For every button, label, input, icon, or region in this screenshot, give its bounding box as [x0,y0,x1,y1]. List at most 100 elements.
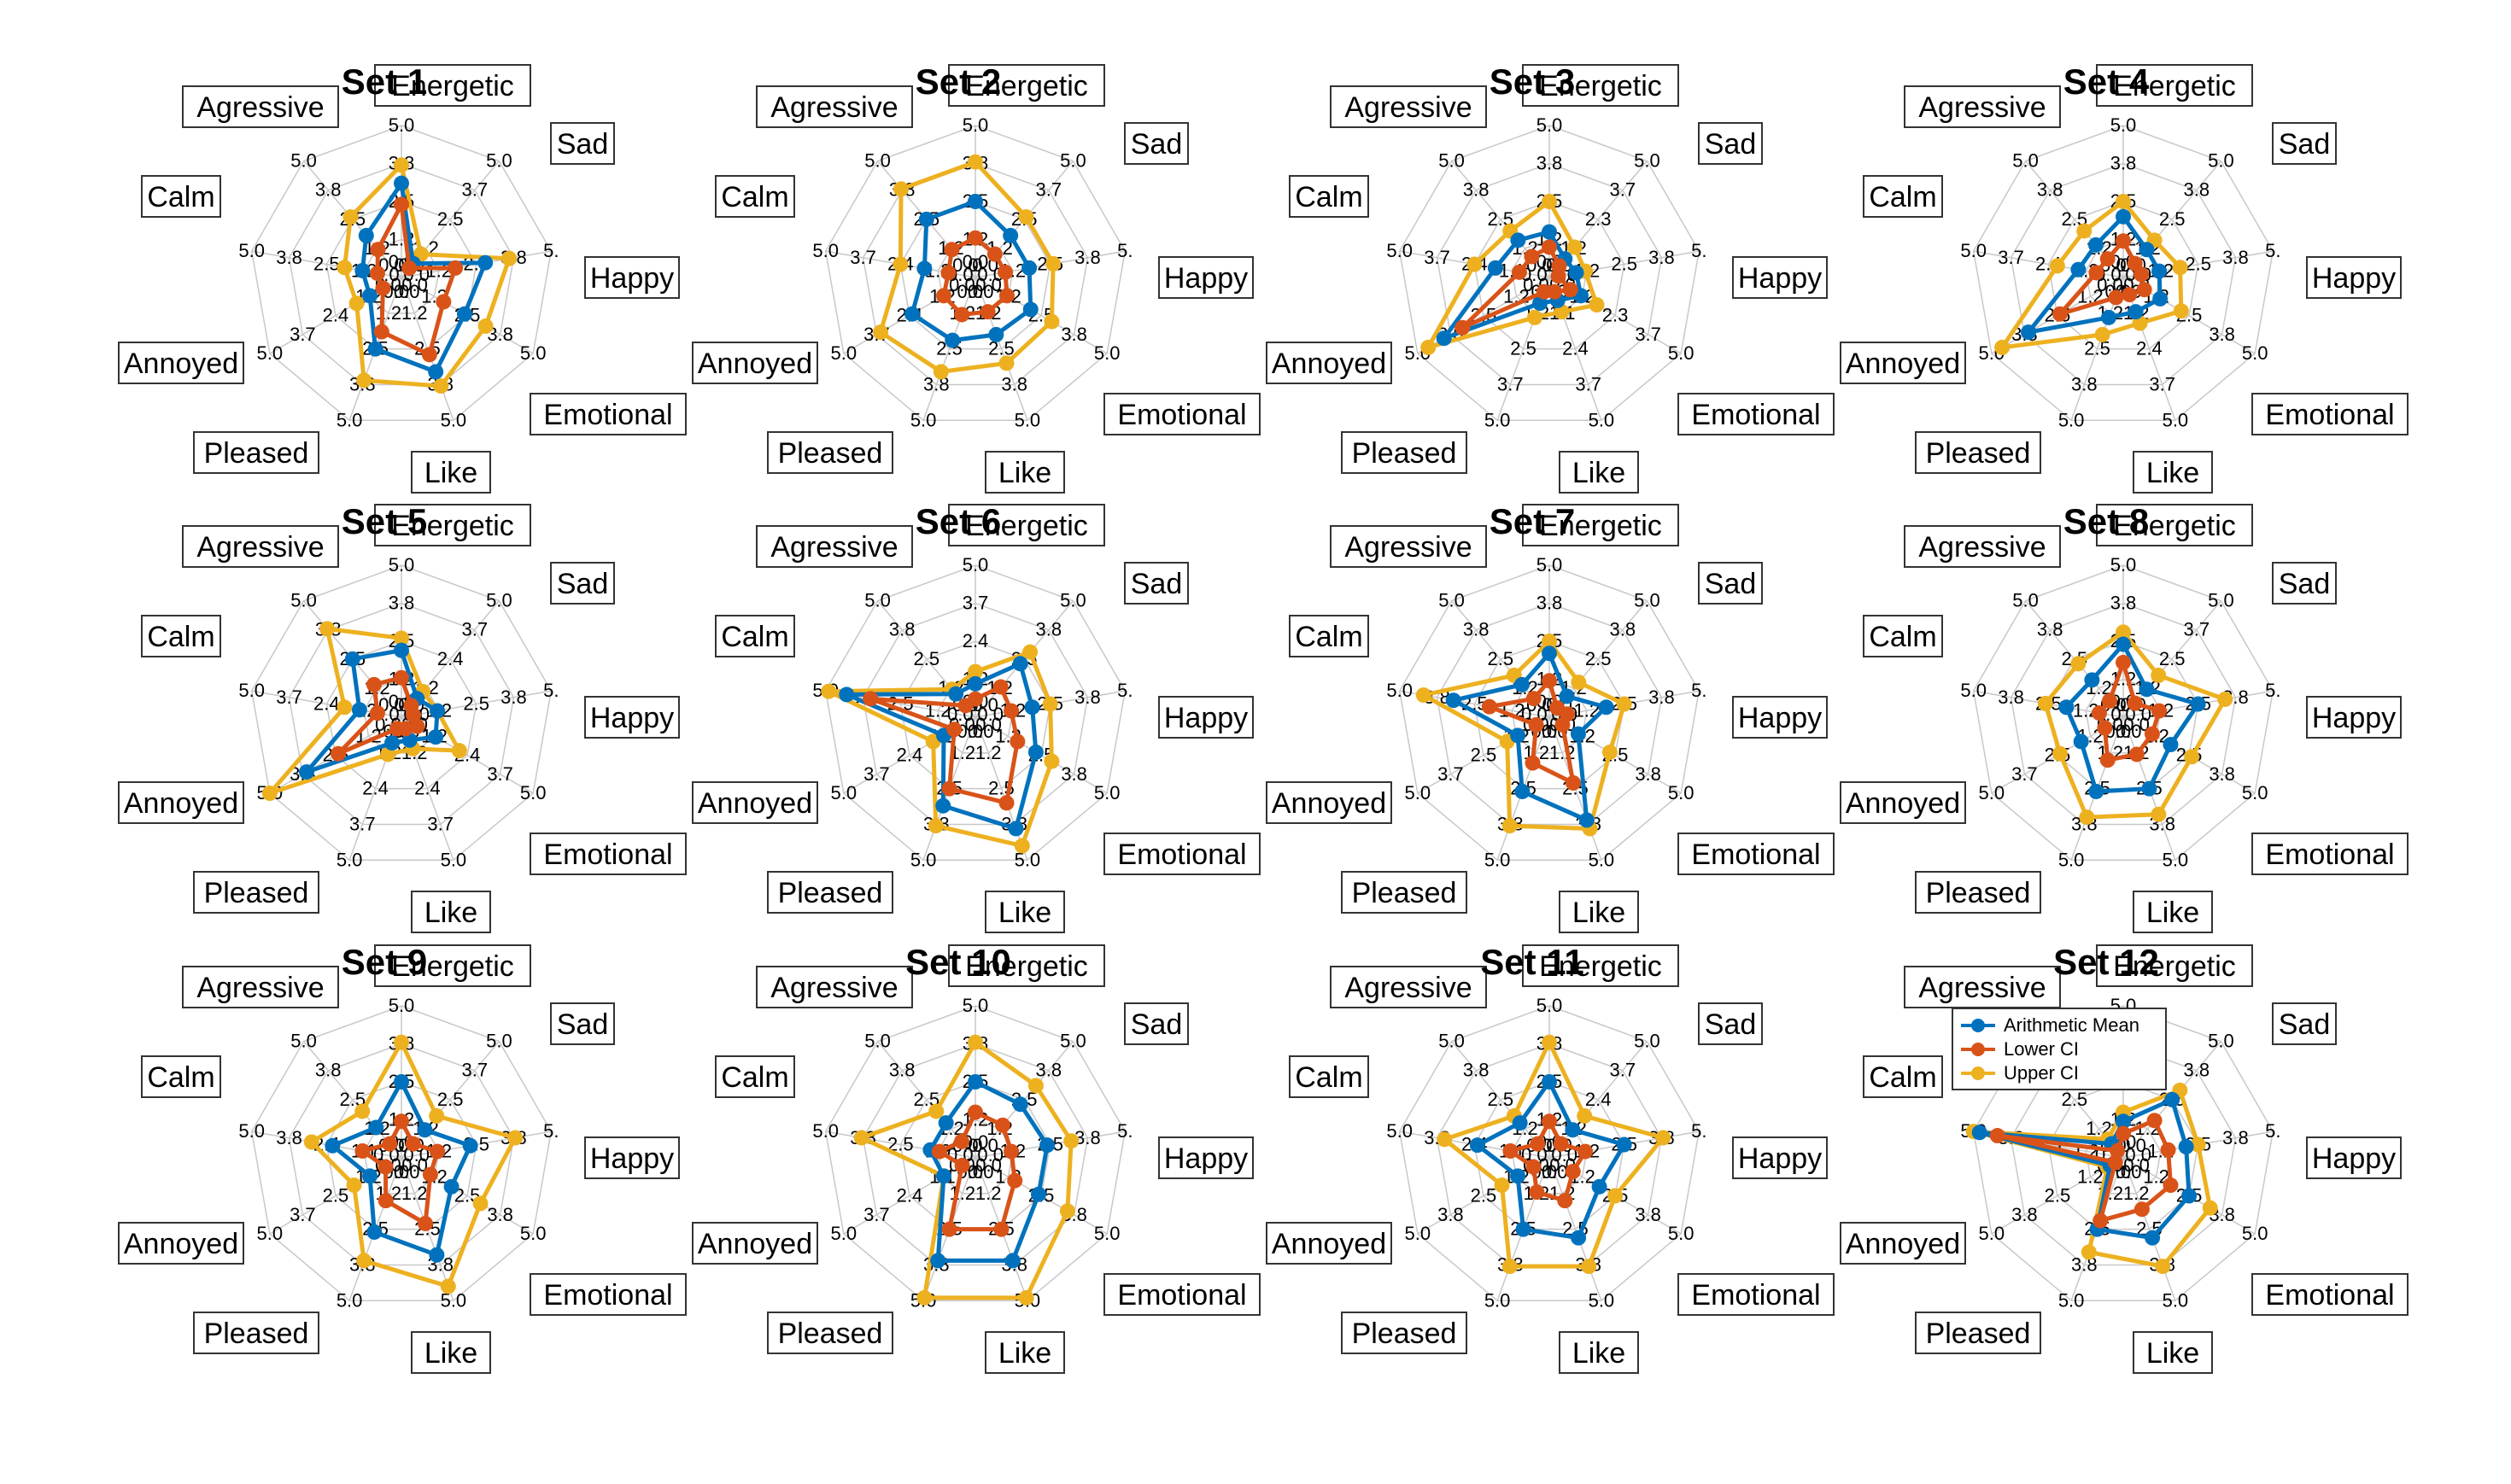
axis-label-energetic: Energetic [2113,510,2236,542]
tick-label: 3.8 [1536,153,1563,174]
data-point-lower-ci [436,294,452,310]
data-point-lower-ci [366,676,382,692]
data-point-upper-ci [2079,809,2095,826]
data-point-arithmetic-mean [1971,1125,1987,1141]
grid-ring [824,564,1127,862]
tick-label: 1.2 [2077,1166,2104,1187]
grid-spoke [975,277,1108,354]
data-point-arithmetic-mean [1487,260,1503,276]
axis-label-box [715,1055,795,1098]
tick-label: 5.0 [2208,590,2234,611]
tick-label: 1.2 [375,302,401,324]
axis-label-pleased: Pleased [778,877,883,909]
data-point-lower-ci [1004,703,1020,719]
data-point-upper-ci [1018,209,1034,225]
tick-label: 5.0 [1386,240,1413,261]
axis-label-emotional: Emotional [1691,1279,1820,1312]
tick-label: 2.5 [913,648,939,669]
data-point-lower-ci [1502,1142,1519,1159]
series-line-arithmetic-mean [360,181,488,374]
data-point-upper-ci [1501,818,1518,834]
radar-chart-set-5: 0.01.22.53.85.00.01.22.43.75.00.01.22.53… [118,501,687,933]
tick-label: 3.8 [315,179,342,201]
tick-label: 3.8 [1648,686,1675,708]
axis-label-box [2096,64,2253,107]
tick-label: 5.0 [1979,782,2005,803]
data-point-upper-ci [429,1107,445,1124]
data-point-arithmetic-mean [1598,699,1614,716]
legend-entry-upper-ci: Upper CI [2004,1062,2079,1084]
axis-label-sad: Sad [557,568,609,600]
data-point-upper-ci [319,621,336,637]
axis-label-energetic: Energetic [391,510,514,542]
tick-label: 5.0 [2058,849,2085,870]
tick-label: 5. [1691,1120,1706,1142]
grid-ring [899,201,1051,350]
data-point-arithmetic-mean [354,262,371,278]
tick-label: 3.8 [2037,619,2063,640]
radar-chart-set-12: 0.01.22.53.85.00.01.22.53.85.00.01.22.53… [1840,942,2409,1374]
grid-ring [824,1005,1127,1302]
axis-label-box [767,1312,893,1354]
tick-label: 2.5 [1585,648,1612,669]
axis-label-box [2272,122,2337,165]
data-point-lower-ci [941,1221,957,1237]
axis-label-calm: Calm [1869,621,1936,653]
axis-label-box [1840,1222,1966,1265]
series-line-arithmetic-mean [1475,1079,1627,1241]
axis-label-sad: Sad [1131,1008,1183,1041]
axis-label-happy: Happy [590,262,674,295]
tick-label: 5.0 [1094,1223,1121,1244]
tick-label: 5. [543,240,559,261]
tick-label: 2.5 [1487,1089,1513,1110]
data-point-arithmetic-mean [362,288,378,304]
tick-label: 0.0 [957,281,984,302]
grid-ring [862,162,1089,386]
data-point-arithmetic-mean [462,1137,478,1154]
axis-label-annoyed: Annoyed [698,1228,812,1260]
data-point-arithmetic-mean [2073,733,2089,750]
tick-label: 1.2 [1549,742,1576,763]
axis-label-box [1559,1331,1639,1374]
tick-label: 5. [1117,680,1133,701]
data-point-arithmetic-mean [2152,290,2169,307]
data-point-lower-ci [2092,1212,2109,1229]
tick-label: 3.7 [963,593,989,614]
data-point-arithmetic-mean [367,341,383,357]
axis-label-box [1863,175,1943,218]
axis-label-box [1341,1312,1467,1354]
tick-label: 3.8 [2184,1060,2210,1081]
data-point-arithmetic-mean [968,1074,983,1090]
grid-ring [250,564,553,862]
tick-label: 0.0 [975,714,1002,735]
axis-label-box [550,122,615,165]
axis-label-emotional: Emotional [543,399,672,431]
tick-label: 3.7 [462,619,489,640]
data-point-upper-ci [968,154,983,170]
axis-label-box [1863,1055,1943,1098]
series-line-arithmetic-mean [910,199,1033,343]
chart-title: Set 10 [905,942,1011,982]
chart-title: Set 2 [916,61,1001,102]
data-point-upper-ci [433,378,449,394]
data-point-lower-ci [373,324,389,340]
axis-label-box [1158,696,1254,739]
data-point-lower-ci [992,679,1009,695]
data-point-arithmetic-mean [1030,1186,1046,1202]
tick-label: 5.0 [2208,1031,2234,1052]
tick-label: 3.8 [2037,179,2063,201]
data-point-lower-ci [1524,248,1540,265]
data-point-arithmetic-mean [1004,1253,1021,1269]
data-point-arithmetic-mean [2116,208,2131,225]
axis-label-box [1330,85,1487,128]
series-line-lower-ci [1507,1119,1588,1203]
data-point-arithmetic-mean [1542,224,1557,240]
tick-label: 0.0 [968,1161,994,1183]
tick-label: 5.0 [1405,782,1431,803]
data-point-lower-ci [1455,319,1471,336]
axis-label-like: Like [1572,1337,1625,1370]
tick-label: 0.0 [968,281,994,302]
chart-title: Set 4 [2063,61,2150,102]
data-point-upper-ci [2151,667,2167,683]
